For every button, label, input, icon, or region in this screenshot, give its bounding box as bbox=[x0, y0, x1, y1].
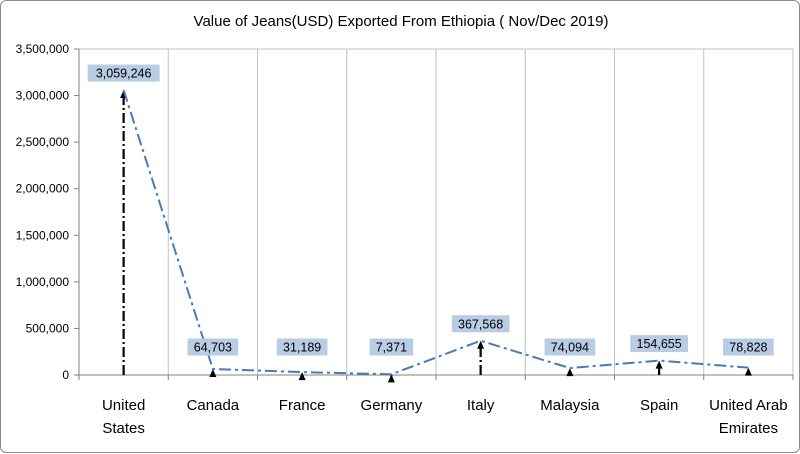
svg-text:31,189: 31,189 bbox=[283, 341, 321, 355]
data-label: 154,655 bbox=[630, 335, 688, 353]
series-line-path bbox=[122, 89, 749, 376]
svg-text:7,371: 7,371 bbox=[376, 341, 407, 355]
drop-line-arrow bbox=[477, 340, 485, 349]
svg-text:78,828: 78,828 bbox=[729, 341, 767, 355]
y-tick-label: 500,000 bbox=[26, 321, 70, 335]
svg-text:367,568: 367,568 bbox=[458, 317, 503, 331]
data-label: 31,189 bbox=[276, 338, 328, 356]
data-label: 78,828 bbox=[723, 338, 774, 356]
chart-title: Value of Jeans(USD) Exported From Ethiop… bbox=[194, 13, 609, 30]
drop-line-arrow bbox=[655, 360, 663, 369]
x-tick-label: Italy bbox=[467, 397, 495, 414]
drop-line-arrow bbox=[209, 368, 217, 377]
svg-text:74,094: 74,094 bbox=[551, 341, 589, 355]
grid-lines bbox=[79, 48, 794, 375]
drop-lines bbox=[120, 90, 752, 383]
data-label: 7,371 bbox=[369, 338, 414, 356]
y-tick-label: 3,000,000 bbox=[16, 89, 70, 103]
y-tick-label: 0 bbox=[62, 368, 69, 382]
data-label: 367,568 bbox=[451, 315, 510, 333]
x-tick-label: France bbox=[279, 397, 326, 414]
y-tick-label: 1,000,000 bbox=[16, 275, 70, 289]
y-axis-ticks: 0 500,000 1,000,000 1,500,000 2,000,000 2,500… bbox=[16, 42, 79, 382]
x-tick-label: Spain bbox=[640, 397, 678, 414]
data-label: 3,059,246 bbox=[87, 64, 160, 82]
data-label: 64,703 bbox=[187, 338, 239, 356]
svg-text:64,703: 64,703 bbox=[194, 341, 232, 355]
x-tick-label: Germany bbox=[361, 397, 423, 414]
drop-line-arrow bbox=[566, 368, 574, 377]
y-tick-label: 2,000,000 bbox=[16, 182, 70, 196]
drop-line-arrow bbox=[387, 374, 395, 383]
x-axis-ticks: United States Canada France Germany Italy Mala… bbox=[78, 375, 794, 437]
svg-text:3,059,246: 3,059,246 bbox=[96, 67, 152, 81]
y-tick-label: 1,500,000 bbox=[16, 228, 70, 242]
x-tick-label: United States bbox=[102, 397, 145, 437]
data-labels: 3,059,246 64,703 31,189 7,371 367,568 74,094 1… bbox=[87, 64, 774, 356]
y-tick-label: 2,500,000 bbox=[16, 135, 70, 149]
x-tick-label: Canada bbox=[187, 397, 240, 414]
svg-text:154,655: 154,655 bbox=[637, 337, 682, 351]
drop-line-arrow bbox=[298, 372, 306, 381]
y-tick-label: 3,500,000 bbox=[16, 42, 70, 56]
series-line bbox=[122, 89, 749, 376]
x-tick-label: United Arab Emirates bbox=[709, 397, 787, 437]
drop-line-arrow bbox=[744, 367, 752, 376]
x-tick-label: Malaysia bbox=[540, 397, 600, 414]
data-label: 74,094 bbox=[544, 338, 596, 356]
